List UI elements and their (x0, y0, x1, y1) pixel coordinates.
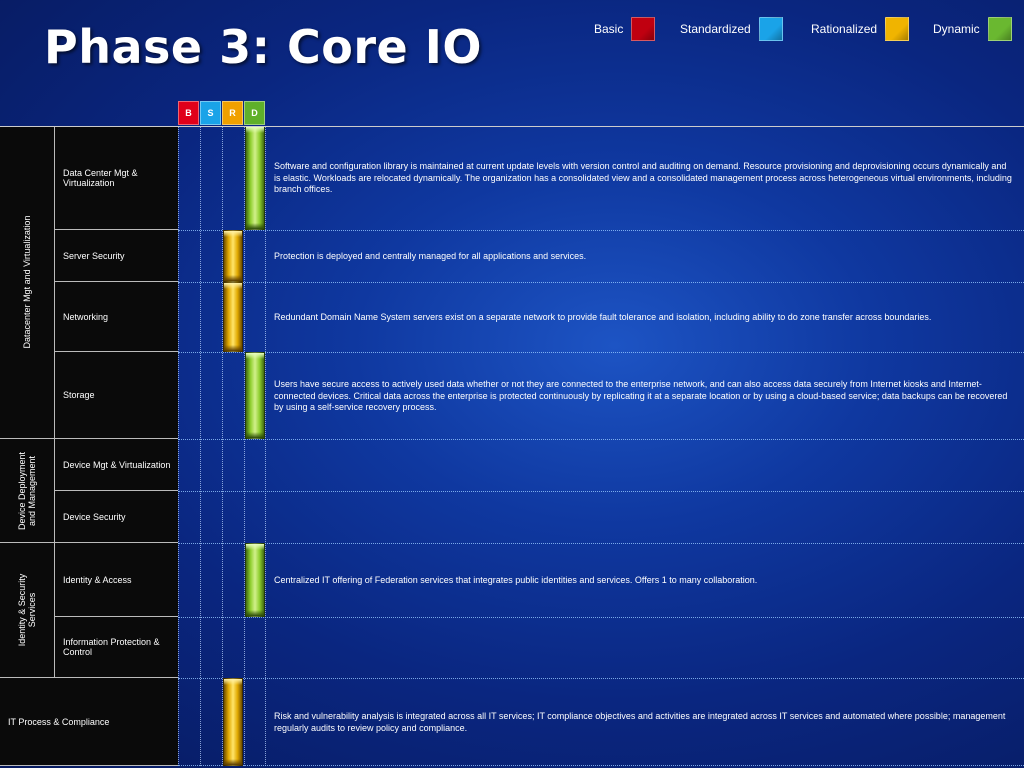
legend-swatch (631, 17, 656, 41)
slide-title: Phase 3: Core IO (44, 20, 482, 74)
legend-swatch (885, 17, 910, 41)
legend-item-standardized: Standardized (680, 17, 783, 41)
legend-item-rationalized: Rationalized (811, 17, 910, 41)
grid-column-standardized (200, 126, 222, 766)
category-datacenter: Datacenter Mgt and Virtualization (0, 126, 55, 439)
row-label-data-center: Data Center Mgt & Virtualization (55, 126, 178, 230)
level-header-standardized: S (200, 101, 221, 125)
row-divider (178, 282, 1024, 283)
legend-swatch (987, 17, 1012, 41)
level-bar-networking (223, 282, 243, 352)
category-label: Device Deployment and Management (17, 451, 37, 530)
row-divider (178, 230, 1024, 231)
legend-item-basic: Basic (594, 17, 656, 41)
legend-swatch (758, 17, 783, 41)
legend-label: Standardized (680, 22, 751, 36)
row-label-it-process: IT Process & Compliance (0, 678, 178, 766)
legend-label: Dynamic (933, 22, 980, 36)
level-header-basic: B (178, 101, 199, 125)
level-header-dynamic: D (244, 101, 265, 125)
row-divider (178, 678, 1024, 679)
category-identity-security: Identity & Security Services (0, 543, 55, 678)
row-divider (178, 491, 1024, 492)
row-divider (178, 765, 1024, 766)
row-label-device-security: Device Security (55, 491, 178, 543)
row-label-server-security: Server Security (55, 230, 178, 282)
grid-column-basic (178, 126, 200, 766)
row-label-info-protection: Information Protection & Control (55, 617, 178, 678)
row-label-storage: Storage (55, 352, 178, 439)
level-bar-storage (245, 352, 265, 439)
grid-column-rationalized (222, 126, 244, 766)
row-divider (178, 439, 1024, 440)
category-label: Datacenter Mgt and Virtualization (22, 215, 32, 349)
row-description-data-center: Software and configuration library is ma… (274, 161, 1012, 194)
row-description-networking: Redundant Domain Name System servers exi… (274, 312, 932, 322)
legend-label: Basic (594, 22, 624, 36)
category-label: Identity & Security Services (17, 573, 37, 647)
category-panel (0, 126, 178, 766)
level-bar-server-security (223, 230, 243, 282)
row-label-identity-access: Identity & Access (55, 543, 178, 617)
level-bar-data-center (245, 126, 265, 230)
row-label-device-mgt: Device Mgt & Virtualization (55, 439, 178, 491)
row-label-networking: Networking (55, 282, 178, 352)
legend-item-dynamic: Dynamic (933, 17, 1012, 41)
grid-column-dynamic (244, 126, 266, 766)
row-divider (178, 352, 1024, 353)
level-bar-it-process (223, 678, 243, 766)
level-header-rationalized: R (222, 101, 243, 125)
legend-label: Rationalized (811, 22, 878, 36)
row-divider (178, 617, 1024, 618)
level-bar-identity-access (245, 543, 265, 617)
category-device-deployment: Device Deployment and Management (0, 439, 55, 543)
row-description-it-process: Risk and vulnerability analysis is integ… (274, 711, 1006, 733)
row-description-storage: Users have secure access to actively use… (274, 379, 1008, 412)
row-description-identity-access: Centralized IT offering of Federation se… (274, 575, 758, 585)
row-divider (178, 543, 1024, 544)
row-description-server-security: Protection is deployed and centrally man… (274, 251, 587, 261)
